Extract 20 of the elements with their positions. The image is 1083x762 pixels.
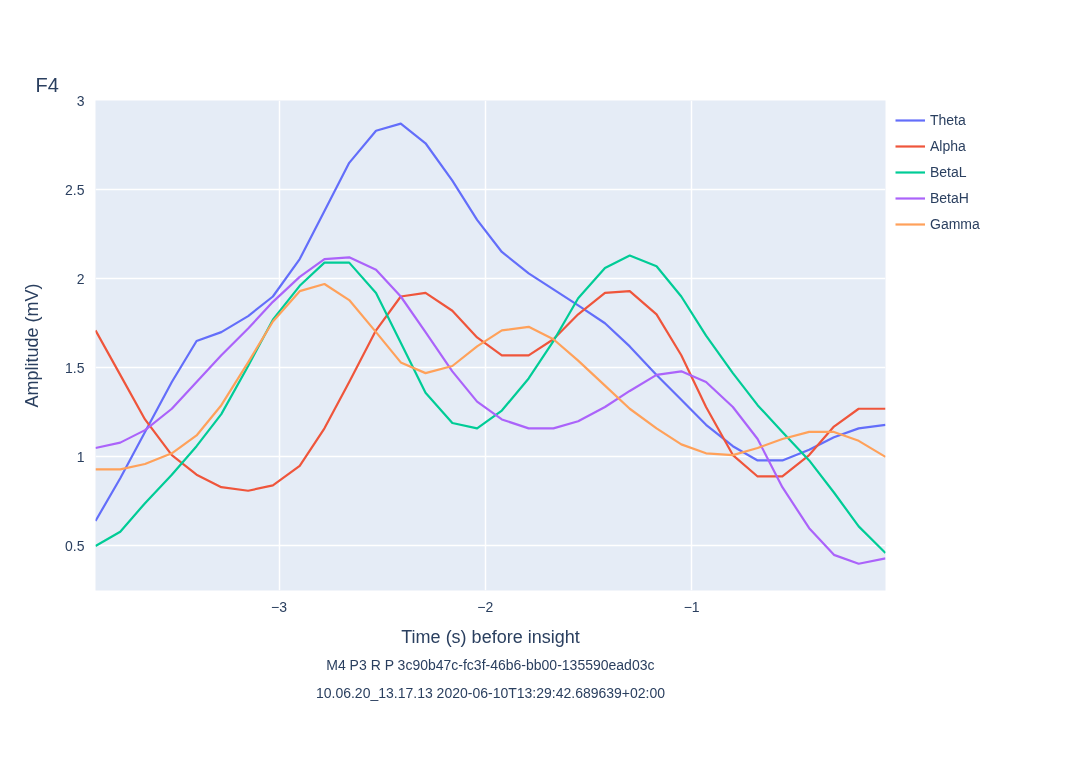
y-tick-label: 1 xyxy=(76,448,85,465)
legend-label: Gamma xyxy=(930,216,980,232)
y-axis-title: Amplitude (mV) xyxy=(22,283,43,408)
y-tick-label: 1.5 xyxy=(65,359,85,376)
x-tick-label: −2 xyxy=(477,598,494,615)
y-tick-label: 2.5 xyxy=(65,181,85,198)
legend-label: Theta xyxy=(930,112,966,128)
x-tick-label: −3 xyxy=(271,598,288,615)
x-tick-label: −1 xyxy=(683,598,700,615)
y-tick-label: 0.5 xyxy=(65,537,85,554)
x-axis-title: Time (s) before insight xyxy=(401,626,580,647)
legend-label: BetaL xyxy=(930,164,967,180)
y-tick-label: 2 xyxy=(76,270,85,287)
text: 10.06.20_13.17.13 2020-06-10T13:29:42.689639+02:00 xyxy=(315,684,666,701)
legend-label: BetaH xyxy=(930,190,969,206)
text: M4 P3 R P 3c90b47c-fc3f-46b6-bb00-135590ead03c xyxy=(326,656,655,673)
chart-title: F4 xyxy=(35,73,59,96)
y-tick-label: 3 xyxy=(76,92,85,109)
legend-label: Alpha xyxy=(930,138,966,154)
line-series xyxy=(95,122,886,523)
